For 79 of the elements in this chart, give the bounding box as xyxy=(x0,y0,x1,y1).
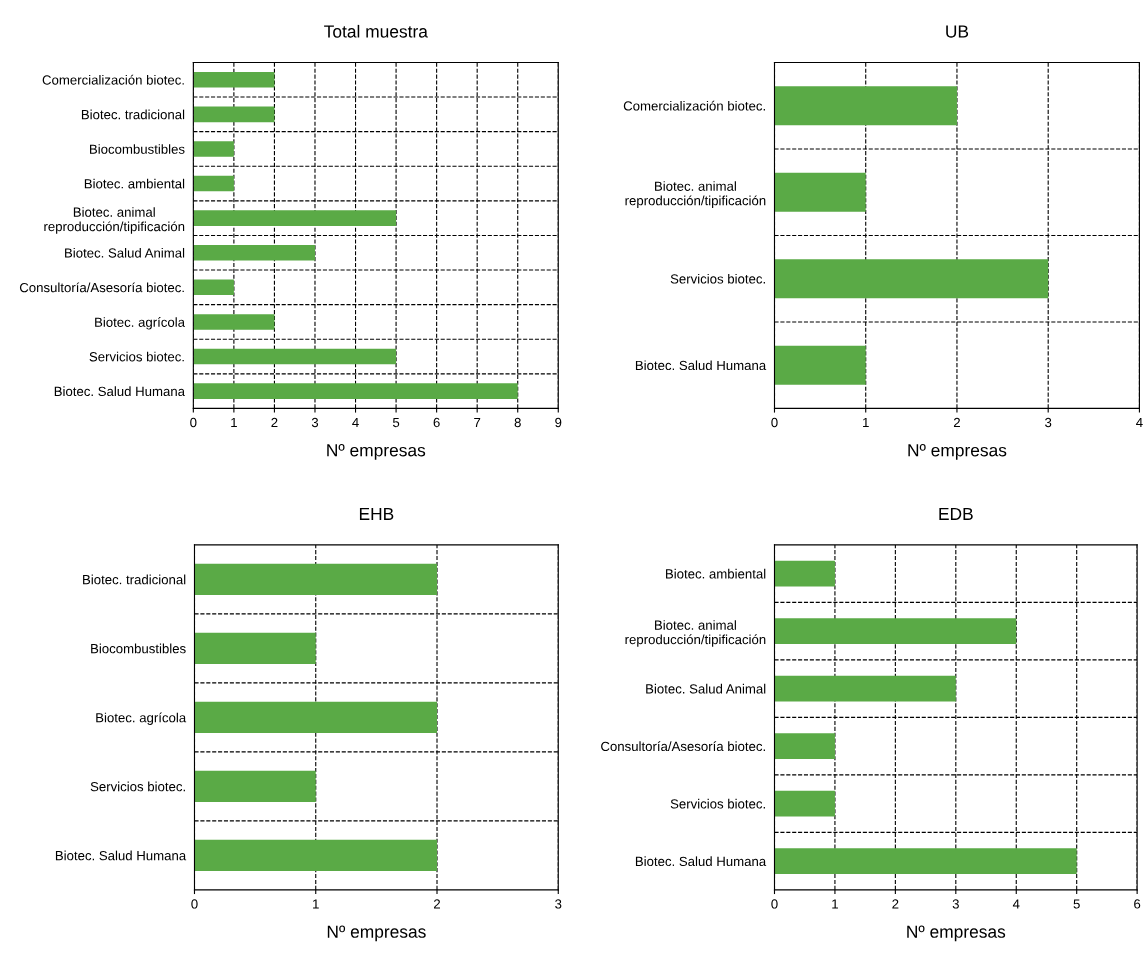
x-tick-label: 1 xyxy=(231,417,237,428)
y-tick-label: Biotec. tradicional xyxy=(83,574,186,585)
y-tick-label: Biotec. animal reproducción/tipificación xyxy=(625,181,766,208)
bar xyxy=(774,345,866,385)
x-axis-title: Nº empresas xyxy=(327,444,426,460)
chart-title: EHB xyxy=(359,507,394,520)
y-tick-label: Biotec. agrícola xyxy=(95,317,186,330)
y-tick-label: Biotec. animal reproducción/tipificación xyxy=(44,207,185,234)
x-tick-label: 9 xyxy=(555,417,562,428)
y-tick-label: Servicios biotec. xyxy=(670,273,765,284)
x-tick-label: 1 xyxy=(863,417,869,428)
bar xyxy=(774,733,835,760)
x-axis-title: Nº empresas xyxy=(907,925,1006,942)
y-tick-label: Servicios biotec. xyxy=(90,781,185,792)
x-tick-label: 8 xyxy=(514,417,521,428)
y-tick-label: Biotec. Salud Animal xyxy=(646,683,766,694)
bar xyxy=(774,86,957,126)
bar xyxy=(193,71,275,88)
x-tick-label: 0 xyxy=(190,417,197,428)
bar xyxy=(774,259,1049,299)
y-tick-label: Biotec. agrícola xyxy=(96,712,187,725)
bar xyxy=(193,348,397,365)
x-tick-label: 4 xyxy=(352,417,359,428)
x-tick-label: 0 xyxy=(771,899,778,909)
y-tick-label: Servicios biotec. xyxy=(89,351,184,362)
x-tick-label: 6 xyxy=(1134,899,1141,909)
y-tick-label: Biocombustibles xyxy=(91,643,186,654)
bar xyxy=(774,172,866,212)
x-tick-label: 0 xyxy=(771,417,778,428)
y-tick-label: Comercialización biotec. xyxy=(623,100,765,111)
y-tick-label: Comercialización biotec. xyxy=(42,74,184,85)
y-tick-label: Biotec. animal reproducción/tipificación xyxy=(625,620,766,647)
y-tick-label: Biotec. Salud Humana xyxy=(635,360,767,371)
y-tick-label: Biotec. Salud Humana xyxy=(54,386,186,397)
x-tick-label: 2 xyxy=(271,417,278,428)
bar xyxy=(193,106,275,123)
x-tick-label: 4 xyxy=(1136,417,1143,428)
bar xyxy=(774,675,956,702)
bar xyxy=(193,175,234,192)
x-tick-label: 1 xyxy=(832,899,838,909)
y-tick-label: Biocombustibles xyxy=(90,144,185,154)
bar xyxy=(774,848,1077,875)
x-tick-label: 6 xyxy=(433,417,440,428)
chart-title: Total muestra xyxy=(324,24,428,38)
bar xyxy=(193,383,518,399)
x-tick-label: 3 xyxy=(555,899,562,909)
x-tick-label: 1 xyxy=(313,899,319,909)
y-tick-label: Biotec. ambiental xyxy=(666,568,766,579)
bar xyxy=(193,314,275,330)
y-tick-label: Servicios biotec. xyxy=(670,798,765,809)
x-tick-label: 2 xyxy=(434,899,441,909)
x-axis-title: Nº empresas xyxy=(327,925,426,942)
y-tick-label: Biotec. Salud Humana xyxy=(635,856,767,867)
y-tick-label: Biotec. ambiental xyxy=(84,178,185,189)
x-axis-title: Nº empresas xyxy=(908,444,1007,460)
x-tick-label: 5 xyxy=(1073,899,1080,909)
bar xyxy=(193,244,315,261)
x-tick-label: 3 xyxy=(952,899,959,909)
x-tick-label: 7 xyxy=(474,417,481,428)
x-tick-label: 3 xyxy=(311,417,319,428)
bar xyxy=(193,141,234,157)
chart-title: UB xyxy=(946,25,969,38)
y-tick-label: Consultoría/Asesoría biotec. xyxy=(19,282,184,293)
chart-title: EDB xyxy=(939,507,973,520)
bar xyxy=(193,210,397,226)
y-tick-label: Biotec. Salud Humana xyxy=(55,850,187,861)
y-tick-label: Biotec. tradicional xyxy=(81,109,185,120)
bar xyxy=(774,618,1017,645)
y-tick-label: Consultoría/Asesoría biotec. xyxy=(601,741,765,752)
y-tick-label: Biotec. Salud Animal xyxy=(65,247,185,258)
bar xyxy=(193,279,234,296)
x-tick-label: 4 xyxy=(1012,899,1020,909)
x-tick-label: 2 xyxy=(953,417,960,428)
x-tick-label: 5 xyxy=(392,417,400,428)
x-tick-label: 0 xyxy=(191,899,198,909)
bar xyxy=(774,560,835,587)
x-tick-label: 3 xyxy=(1045,417,1052,428)
bar xyxy=(774,790,835,817)
x-tick-label: 2 xyxy=(892,899,899,909)
